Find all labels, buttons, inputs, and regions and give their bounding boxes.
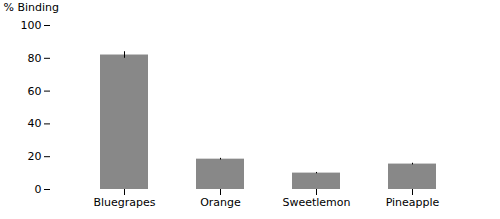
svg-text:Bluegrapes: Bluegrapes	[93, 196, 155, 209]
svg-text:Pineapple: Pineapple	[386, 196, 440, 209]
svg-text:0: 0	[35, 183, 42, 196]
svg-text:40: 40	[28, 117, 42, 130]
svg-text:% Binding: % Binding	[4, 1, 60, 14]
svg-text:80: 80	[28, 52, 42, 65]
svg-text:20: 20	[28, 150, 42, 163]
svg-text:Sweetlemon: Sweetlemon	[282, 196, 350, 209]
svg-text:Orange: Orange	[200, 196, 241, 209]
svg-text:100: 100	[21, 19, 42, 32]
svg-text:60: 60	[28, 85, 42, 98]
